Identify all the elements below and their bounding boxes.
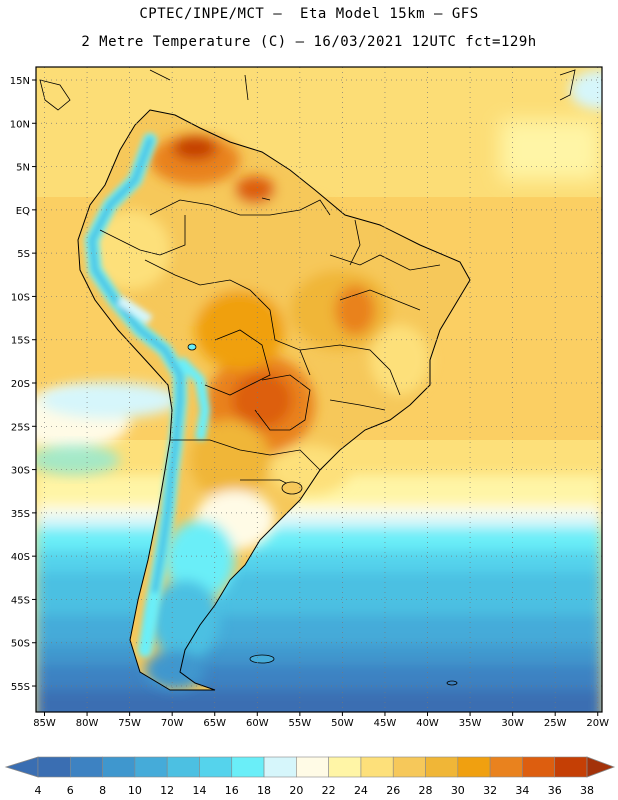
andes-crest [88,137,183,593]
colorbar-swatch [328,756,362,778]
colorbar-label: 32 [483,784,497,797]
lon-tick-label: 30W [501,718,524,729]
colorbar-label: 4 [35,784,42,797]
colorbar-label: 16 [225,784,239,797]
peru-lowland [90,210,170,290]
map-title-line2: 2 Metre Temperature (C) – 16/03/2021 12U… [81,34,537,50]
colorbar-label: 8 [99,784,106,797]
colorbar-swatch [457,756,491,778]
colorbar-swatch [134,756,168,778]
map-title-line1: CPTEC/INPE/MCT – Eta Model 15km – GFS [139,6,479,22]
lat-tick-label: 10S [11,292,30,303]
caribbean-cool-corner [570,70,602,110]
lake-titicaca [187,343,197,351]
andes-west-slope [117,295,153,325]
colorbar-swatch [392,756,426,778]
colorbar-swatch [554,756,588,778]
lon-tick-label: 25W [544,718,567,729]
colorbar-label: 38 [580,784,594,797]
map-plot-area [36,67,602,712]
colorbar-swatch [69,756,103,778]
lat-tick-label: 5S [17,249,30,260]
lon-tick-label: 60W [246,718,269,729]
colorbar-swatch [263,756,297,778]
tierra-del-fuego-cold [145,650,205,690]
colorbar: 4 6 8 10 12 14 16 18 20 22 24 26 28 30 32 34 36 38 [4,756,616,797]
colorbar-label: 24 [354,784,368,797]
lon-tick-label: 50W [331,718,354,729]
colorbar-swatch [199,756,233,778]
lon-tick-label: 65W [203,718,226,729]
caribbean-islands [39,69,576,201]
colorbar-label: 34 [515,784,529,797]
coastline [77,109,471,691]
lat-tick-label: 40S [11,552,30,563]
colorbar-arrow-high [586,756,616,778]
colorbar-label: 28 [419,784,433,797]
colorbar-label: 12 [160,784,174,797]
lat-tick-label: 35S [11,509,30,520]
lat-tick-label: 30S [11,466,30,477]
lon-tick-label: 55W [289,718,312,729]
lat-tick-label: EQ [16,206,30,217]
south-georgia [446,680,458,686]
lat-tick-label: 25S [11,422,30,433]
colorbar-label: 36 [548,784,562,797]
patagonia-south-cool [150,580,220,660]
lagoa-dos-patos [281,481,303,495]
country-borders [99,199,441,491]
altiplano-cool [176,356,211,441]
lat-tick-label: 15N [10,76,30,87]
colorbar-swatch [296,756,329,778]
lat-tick-label: 10N [10,119,30,130]
pacific-cool-patch-3 [36,445,120,475]
colorbar-swatch [522,756,556,778]
chaco-hot [232,372,292,428]
colorbar-swatch [166,756,200,778]
lat-tick-label: 55S [11,682,30,693]
colorbar-swatch [37,756,71,778]
longitude-axis: 85W 80W 75W 70W 65W 60W 55W 50W 45W 40W 35W 30W 25W 2… [33,712,609,729]
colorbar-swatch [489,756,523,778]
colorbar-label: 20 [289,784,303,797]
lon-tick-label: 20W [586,718,609,729]
colorbar-swatch [360,756,394,778]
colorbar-label: 18 [257,784,271,797]
colorbar-arrow-low [4,756,39,778]
colorbar-label: 6 [67,784,74,797]
colorbar-label: 26 [386,784,400,797]
patagonia-north-cool [165,520,235,600]
lat-tick-label: 5N [16,163,30,174]
atlantic-north-patch [500,120,600,180]
colorbar-label: 30 [451,784,465,797]
colorbar-swatch [102,756,136,778]
lat-tick-label: 50S [11,639,30,650]
lat-tick-label: 20S [11,379,30,390]
tocantins-hot [335,285,375,335]
colorbar-label: 10 [128,784,142,797]
guiana-hot [235,176,275,204]
lat-tick-label: 15S [11,336,30,347]
colorbar-label: 22 [322,784,336,797]
colorbar-swatch [231,756,265,778]
lat-tick-label: 45S [11,595,30,606]
colorbar-swatch [425,756,459,778]
lon-tick-label: 80W [76,718,99,729]
lon-tick-label: 40W [416,718,439,729]
lon-tick-label: 75W [118,718,141,729]
lon-tick-label: 70W [161,718,184,729]
falkland-islands [249,654,275,664]
brazil-highlands [370,325,430,395]
latitude-axis: 15N 10N 5N EQ 5S 10S 15S 20S 25S 30S 35S 40S 45S 50S 5… [10,76,36,693]
venezuela-hottest [173,136,217,160]
lon-tick-label: 35W [459,718,482,729]
map-frame [35,66,603,713]
colorbar-label: 14 [192,784,206,797]
lon-tick-label: 45W [374,718,397,729]
lon-tick-label: 85W [33,718,56,729]
pacific-cool-patch-2 [40,382,180,418]
ocean-band-4 [36,690,602,712]
